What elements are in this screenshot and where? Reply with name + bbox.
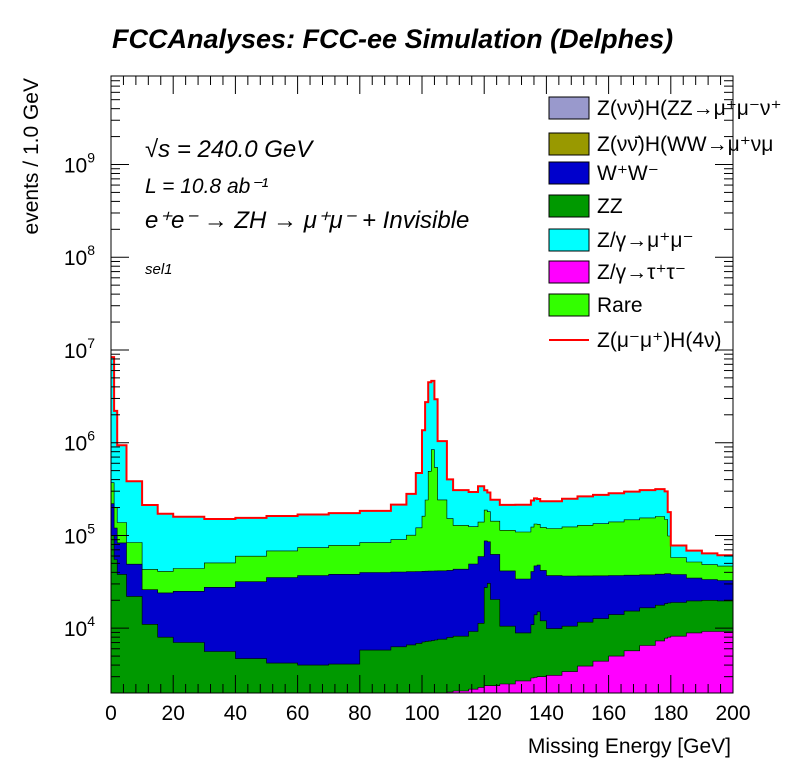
plot-area xyxy=(110,356,734,694)
annotation-luminosity: L = 10.8 ab⁻¹ xyxy=(145,175,268,198)
signal-line xyxy=(111,356,733,557)
stack-layers xyxy=(110,356,734,694)
legend-swatch xyxy=(548,260,590,284)
legend-entry: Z(νν̄)H(WW→μ⁺νμ xyxy=(548,132,773,156)
x-tick-label: 120 xyxy=(467,702,502,725)
legend: Z(νν̄)H(ZZ→μ⁺μ⁻ν⁺ Z(νν̄)H(WW→μ⁺νμ W⁺W⁻ Z… xyxy=(548,96,782,352)
x-tick-label: 80 xyxy=(348,702,371,725)
y-axis-label: events / 1.0 GeV xyxy=(20,78,43,234)
legend-entry: Z(μ⁻μ⁺)H(4ν) xyxy=(549,329,722,352)
x-tick-label: 20 xyxy=(162,702,185,725)
legend-swatch xyxy=(548,96,590,120)
legend-swatch xyxy=(548,161,590,185)
legend-entry: Z/γ→μ⁺μ⁻ xyxy=(548,228,694,252)
x-axis: 0 20 40 60 80 100 120 140 160 180 200 xyxy=(105,76,751,725)
legend-swatch xyxy=(548,228,590,252)
legend-entry: Z(νν̄)H(ZZ→μ⁺μ⁻ν⁺ xyxy=(548,96,782,120)
annotation-selection: sel1 xyxy=(145,261,173,278)
x-tick-label: 0 xyxy=(105,702,117,725)
x-axis-label: Missing Energy [GeV] xyxy=(528,735,731,758)
legend-entry: Rare xyxy=(548,293,643,317)
x-tick-label: 160 xyxy=(591,702,626,725)
y-tick-label: 105 xyxy=(64,520,95,548)
x-tick-label: 40 xyxy=(224,702,247,725)
x-tick-label: 140 xyxy=(529,702,564,725)
y-tick-label: 104 xyxy=(64,613,95,641)
legend-label: Z/γ→τ⁺τ⁻ xyxy=(597,261,686,284)
legend-entry: ZZ xyxy=(548,194,623,218)
y-tick-label: 106 xyxy=(64,428,95,456)
x-tick-label: 180 xyxy=(653,702,688,725)
annotation-process: e⁺e⁻ → ZH → μ⁺μ⁻ + Invisible xyxy=(145,207,469,234)
chart-title: FCCAnalyses: FCC-ee Simulation (Delphes) xyxy=(112,24,673,54)
legend-entry: Z/γ→τ⁺τ⁻ xyxy=(548,260,686,284)
y-tick-label: 109 xyxy=(64,149,95,177)
legend-swatch xyxy=(548,293,590,317)
y-axis: 104 105 106 107 108 109 xyxy=(64,75,733,694)
legend-label: ZZ xyxy=(597,195,623,218)
legend-label: Z(μ⁻μ⁺)H(4ν) xyxy=(597,329,722,352)
x-tick-label: 200 xyxy=(715,702,750,725)
legend-swatch xyxy=(548,194,590,218)
legend-swatch xyxy=(548,132,590,156)
y-tick-label: 107 xyxy=(64,335,95,363)
x-tick-label: 100 xyxy=(404,702,439,725)
annotations: √s = 240.0 GeV L = 10.8 ab⁻¹ e⁺e⁻ → ZH →… xyxy=(145,136,469,278)
legend-label: W⁺W⁻ xyxy=(597,162,659,185)
legend-entry: W⁺W⁻ xyxy=(548,161,659,185)
legend-label: Z(νν̄)H(ZZ→μ⁺μ⁻ν⁺ xyxy=(597,97,782,120)
stack-area-1 xyxy=(110,535,734,694)
annotation-sqrt-s: √s = 240.0 GeV xyxy=(145,136,314,163)
legend-label: Z/γ→μ⁺μ⁻ xyxy=(597,229,694,252)
y-tick-label: 108 xyxy=(64,242,95,270)
legend-label: Rare xyxy=(597,294,643,317)
x-tick-label: 60 xyxy=(286,702,309,725)
legend-label: Z(νν̄)H(WW→μ⁺νμ xyxy=(597,133,773,156)
